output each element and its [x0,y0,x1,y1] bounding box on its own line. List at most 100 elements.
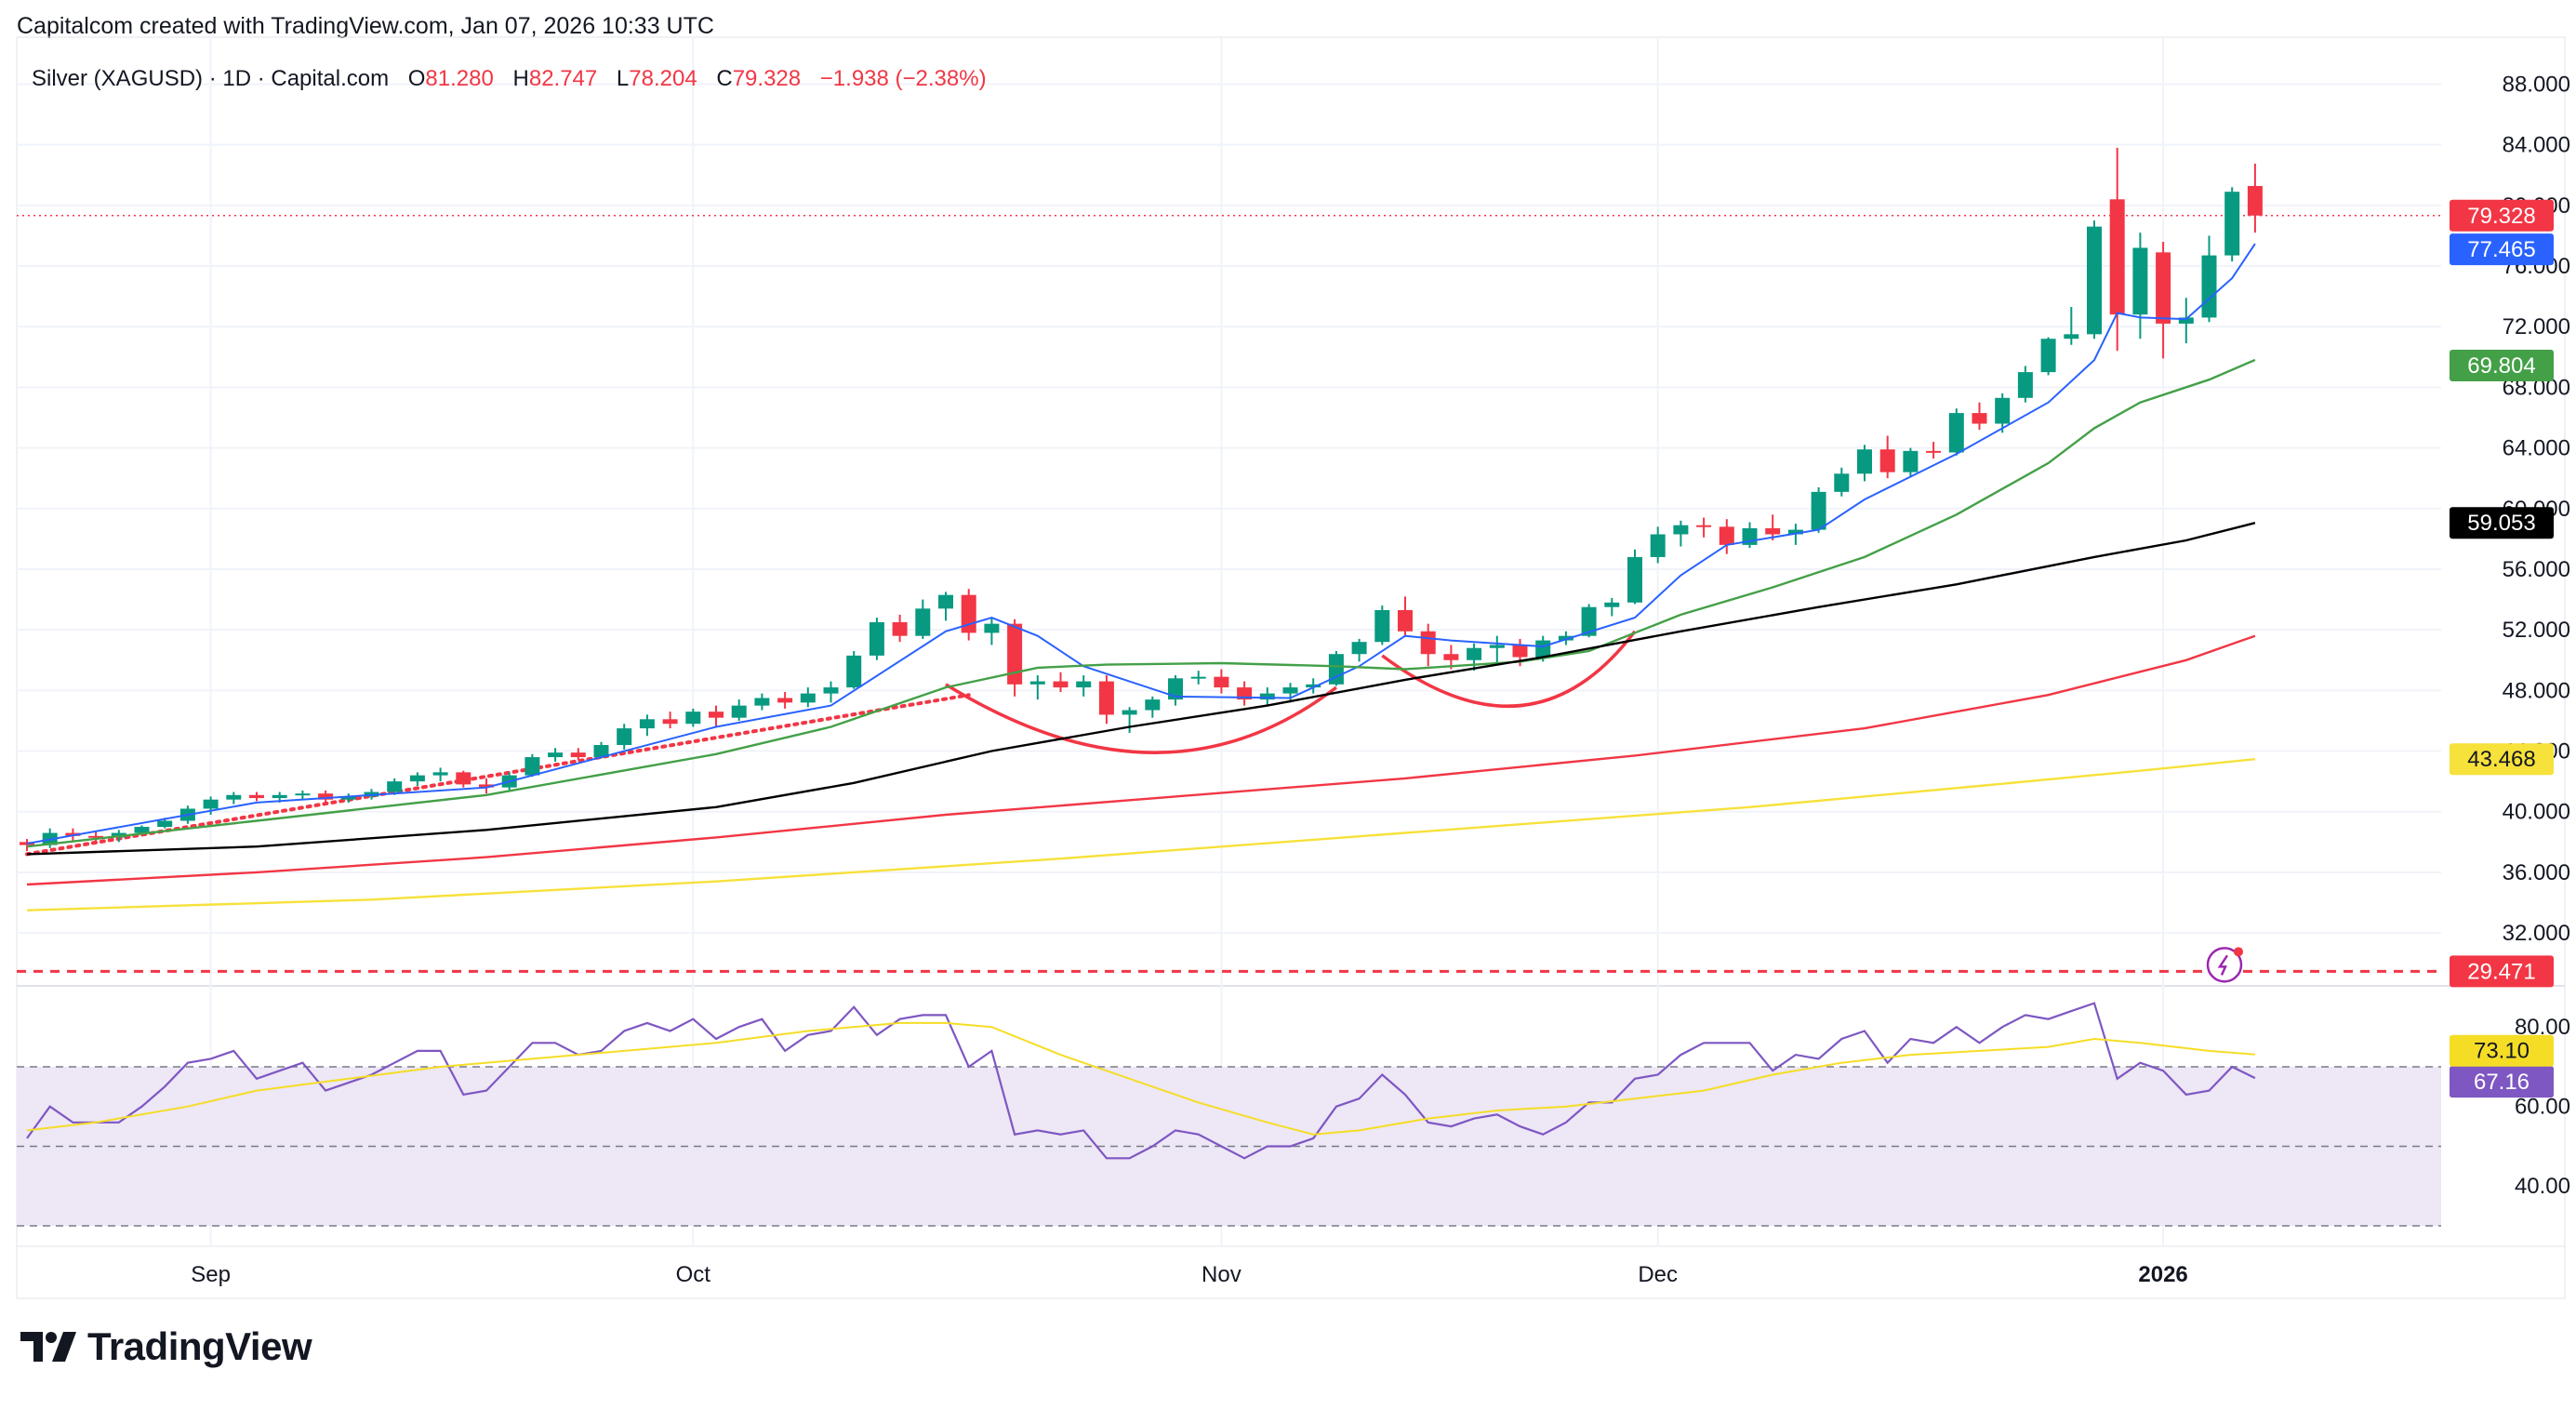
price-tick-label: 72.000 [2503,314,2570,339]
rsi-badge [2450,1066,2554,1098]
candle-body [548,752,564,758]
time-tick-label: Nov [1202,1262,1242,1287]
price-label-badge-text: 59.053 [2467,511,2535,536]
rsi-badge-text: 67.16 [2474,1070,2530,1095]
candle-body [295,793,311,796]
candle-body [1995,397,2011,424]
time-axis: Sep Oct Nov Dec 2026 [191,1262,2188,1287]
rsi_ma-badge [2450,1034,2554,1067]
candle-body [754,698,770,706]
candle-body [1190,676,1206,679]
candle-body [1214,676,1229,688]
price-tick-label: 48.000 [2503,678,2570,703]
time-tick-label: 2026 [2138,1262,2187,1287]
rsi_ma-badge-text: 73.10 [2474,1039,2530,1064]
cup-pattern-curve [1381,630,1637,708]
price-tick-label: 52.000 [2503,618,2570,643]
candle-body [1145,699,1161,711]
candle-body [869,622,884,656]
candle-body [823,687,839,694]
candle-body [2201,255,2217,318]
price-label-badge [2450,233,2554,266]
candle-body [1420,631,1436,655]
tradingview-logo-icon [20,1332,76,1362]
candle-body [2064,334,2079,339]
candle-body [1053,681,1069,688]
candle-body [1903,450,1919,472]
candle-body [1926,450,1942,453]
price-tick-label: 32.000 [2503,921,2570,946]
price-tick-label: 40.000 [2503,800,2570,825]
candle-body [961,594,976,633]
price-axis: 88.00084.00080.00076.00072.00068.00064.0… [2450,72,2570,1199]
candle-body [2178,317,2194,324]
candle-body [1168,678,1183,700]
candle-body [1948,413,1964,453]
legend-low-label: L [617,66,629,91]
grid [16,36,2566,1299]
candle-body [731,705,747,718]
time-tick-label: Dec [1638,1262,1678,1287]
cup-pattern-curve [945,683,1337,754]
ma_fast-line [26,243,2256,845]
candle-body [1374,609,1390,643]
chart-frame [16,36,2566,1299]
candle-body [892,622,908,636]
candle-body [318,793,334,800]
candle-body [1398,609,1413,632]
legend-high-label: H [513,66,529,91]
ma_mid-line [26,358,2256,848]
ma_longest-line [26,758,2256,911]
price-tick-label: 88.000 [2503,72,2570,97]
candle-body [1696,525,1712,527]
candle-body [846,655,862,688]
price-label-badge [2450,199,2554,232]
price-label-badge [2450,507,2554,539]
candle-body [1467,647,1482,660]
legend-low: 78.204 [629,66,697,91]
overlays [17,215,2441,983]
candle-body [226,794,242,800]
candle-body [1306,684,1321,688]
candle-body [662,719,678,725]
candle-body [1029,681,1045,685]
legend-high: 82.747 [529,66,597,91]
candle-body [479,784,494,788]
candle-body [272,794,287,799]
price-tick-label: 36.000 [2503,860,2570,885]
legend-row: Silver (XAGUSD) · 1D · Capital.com O81.2… [32,66,987,91]
price-label-badge-text: 29.471 [2467,959,2535,984]
candle-body [1489,645,1505,648]
candle-body [456,772,471,785]
time-tick-label: Sep [191,1262,231,1287]
candle-body [134,827,150,833]
candle-body [777,698,793,703]
candle-body [915,608,931,636]
legend-close-label: C [716,66,732,91]
candle-body [387,781,403,792]
candle-body [409,775,425,782]
price-tick-label: 84.000 [2503,133,2570,158]
rsi-tick-label: 40.00 [2515,1174,2570,1199]
candle-body [1604,602,1620,607]
candle-body [1673,525,1689,535]
price-tick-label: 64.000 [2503,436,2570,461]
candle-body [1811,491,1826,530]
legend-open-label: O [408,66,426,91]
candle-body [1259,693,1275,700]
candle-body [2017,372,2033,398]
candle-body [203,799,219,809]
candle-body [984,623,1000,633]
time-tick-label: Oct [676,1262,711,1287]
candle-body [685,712,701,725]
price-tick-label: 56.000 [2503,557,2570,582]
candle-body [2109,199,2125,315]
legend-open: 81.280 [425,66,493,91]
candle-body [1076,681,1092,688]
tradingview-brand[interactable]: TradingView [20,1324,312,1369]
candle-body [593,745,609,758]
candle-body [1719,526,1734,545]
candle-body [1122,710,1137,715]
candle-body [2156,252,2171,324]
